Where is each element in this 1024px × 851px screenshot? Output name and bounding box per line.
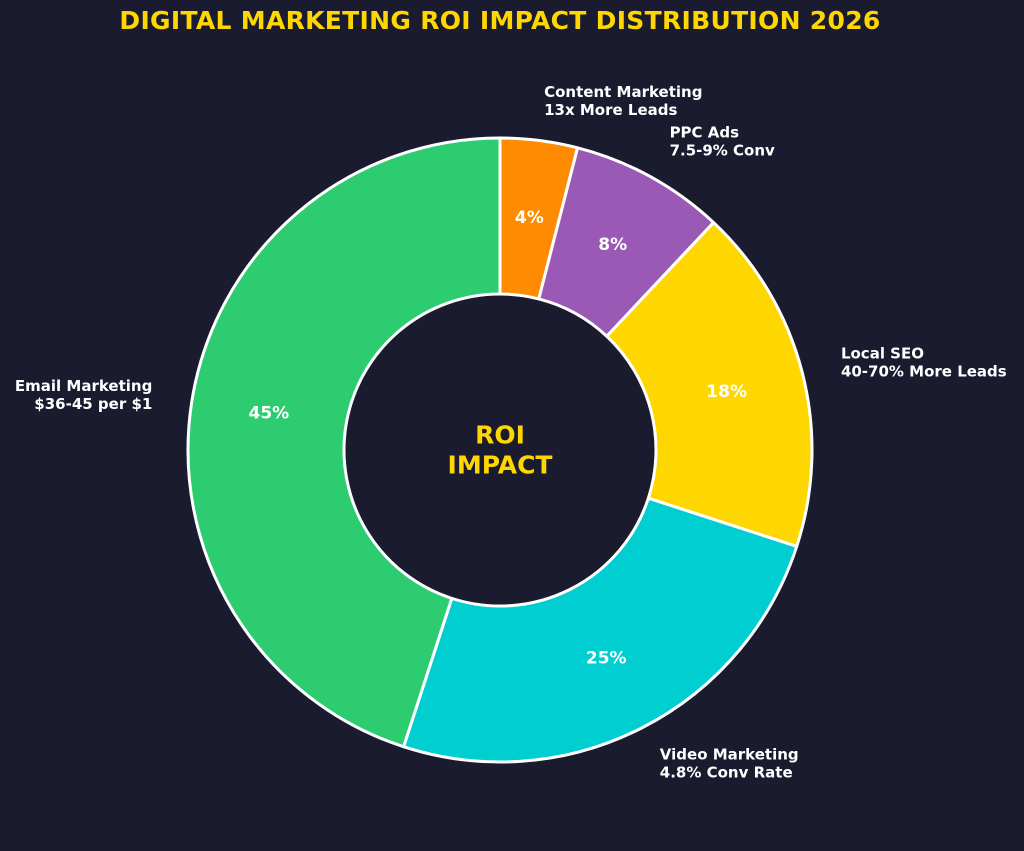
- chart-title: DIGITAL MARKETING ROI IMPACT DISTRIBUTIO…: [119, 6, 881, 35]
- category-detail: 40-70% More Leads: [841, 362, 1007, 380]
- center-label-line: ROI: [475, 421, 525, 450]
- percent-label-ppc-ads: 8%: [598, 235, 627, 255]
- category-label-ppc-ads: PPC Ads 7.5-9% Conv: [670, 124, 775, 160]
- category-detail: 4.8% Conv Rate: [660, 764, 793, 782]
- percent-label-local-seo: 18%: [706, 382, 747, 402]
- category-labels: Content Marketing 13x More Leads PPC Ads 7.…: [15, 83, 1007, 782]
- percent-label-email-marketing: 45%: [249, 403, 290, 423]
- percent-labels: 4% 8% 18% 25% 45%: [249, 208, 747, 669]
- percent-label-video-marketing: 25%: [586, 648, 627, 668]
- slice-video-marketing: [402, 496, 799, 764]
- category-name: Local SEO: [841, 344, 924, 362]
- category-label-local-seo: Local SEO 40-70% More Leads: [841, 344, 1007, 380]
- center-label-line: IMPACT: [448, 451, 553, 480]
- slice-email-marketing: [186, 136, 502, 749]
- percent-label-content-marketing: 4%: [515, 208, 544, 228]
- category-name: PPC Ads: [670, 124, 740, 142]
- category-name: Email Marketing: [15, 377, 152, 395]
- category-name: Content Marketing: [544, 83, 702, 101]
- category-label-video-marketing: Video Marketing 4.8% Conv Rate: [660, 746, 799, 782]
- slices-layer: [186, 136, 814, 764]
- category-detail: 13x More Leads: [544, 101, 677, 119]
- category-detail: 7.5-9% Conv: [670, 142, 775, 160]
- category-label-content-marketing: Content Marketing 13x More Leads: [544, 83, 702, 119]
- slice-local-seo: [605, 221, 814, 548]
- category-name: Video Marketing: [660, 746, 799, 764]
- category-label-email-marketing: Email Marketing $36-45 per $1: [15, 377, 152, 413]
- category-detail: $36-45 per $1: [34, 395, 152, 413]
